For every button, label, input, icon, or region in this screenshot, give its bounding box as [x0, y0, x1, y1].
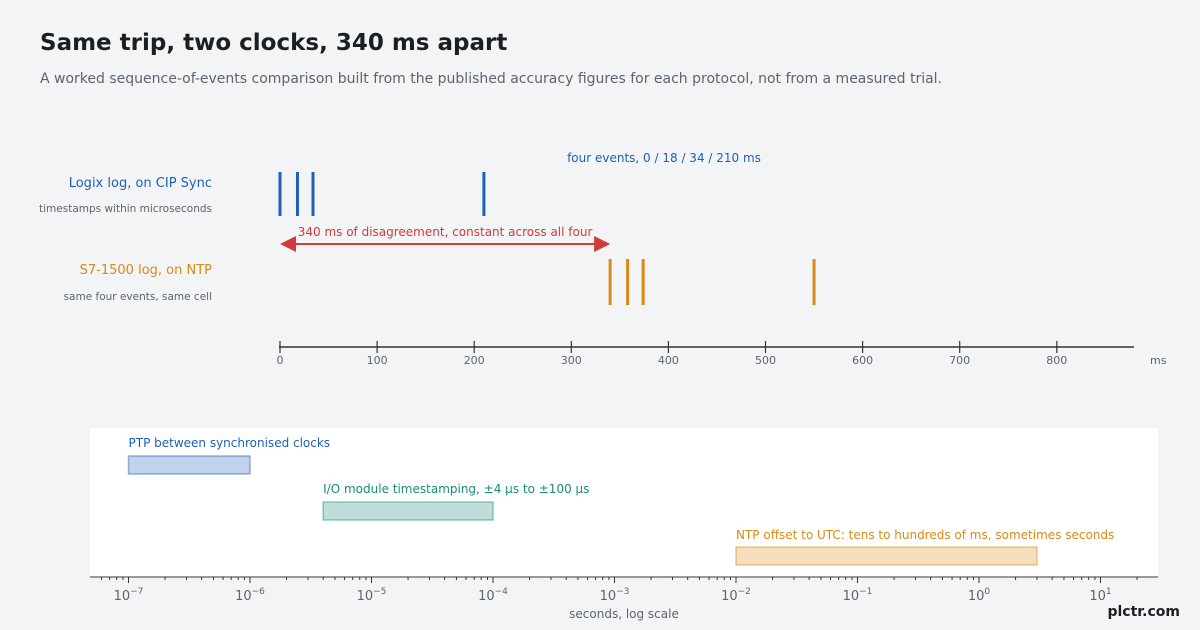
range-panel — [90, 428, 1158, 578]
series-note-logix: timestamps within microseconds — [39, 203, 212, 215]
log-tick-label: 10−7 — [114, 587, 144, 604]
timeline-ticks: 0 100 200 300 400 500 600 700 800 — [277, 341, 1067, 367]
log-tick-label: 10−2 — [721, 587, 751, 604]
timeline-tick-label: 800 — [1046, 354, 1067, 367]
timeline-tick-label: 200 — [464, 354, 485, 367]
brand-logo-text: plctr.com — [1107, 604, 1180, 620]
timeline-tick-label: 500 — [755, 354, 776, 367]
io-module-range-label: I/O module timestamping, ±4 μs to ±100 μ… — [323, 482, 589, 496]
page-title: Same trip, two clocks, 340 ms apart — [40, 30, 508, 56]
log-tick-label: 10−5 — [357, 587, 387, 604]
log-ticks: 10−7 10−6 10−5 10−4 10−3 10−2 10−1 100 101 — [101, 577, 1138, 604]
ntp-range-bar — [735, 546, 1038, 566]
log-axis-label: seconds, log scale — [569, 607, 679, 621]
timeline-tick-label: 400 — [658, 354, 679, 367]
log-tick-label: 10−3 — [600, 587, 630, 604]
offset-annotation: 340 ms of disagreement, constant across … — [298, 225, 593, 239]
series-label-logix: Logix log, on CIP Sync — [69, 176, 212, 191]
range-bars: PTP between synchronised clocks I/O modul… — [127, 436, 1114, 566]
log-tick-label: 10−6 — [235, 587, 265, 604]
timeline-tick-label: 0 — [277, 354, 284, 367]
ptp-range-bar — [127, 455, 251, 475]
series-note-s7: same four events, same cell — [64, 291, 212, 303]
page-subtitle: A worked sequence-of-events comparison b… — [40, 71, 943, 87]
ntp-range-label: NTP offset to UTC: tens to hundreds of m… — [736, 528, 1114, 542]
series-label-s7: S7-1500 log, on NTP — [80, 263, 213, 278]
event-marks — [278, 172, 816, 305]
io-module-range-bar — [322, 501, 494, 521]
timeline-tick-label: 100 — [367, 354, 388, 367]
timeline-tick-label: 300 — [561, 354, 582, 367]
log-tick-label: 10−4 — [478, 587, 508, 604]
log-tick-label: 10−1 — [843, 587, 873, 604]
events-annotation: four events, 0 / 18 / 34 / 210 ms — [567, 151, 761, 165]
log-tick-label: 100 — [968, 587, 991, 604]
timeline-unit: ms — [1150, 354, 1167, 367]
ptp-range-label: PTP between synchronised clocks — [129, 436, 331, 450]
timeline-tick-label: 600 — [852, 354, 873, 367]
log-tick-label: 101 — [1089, 587, 1111, 604]
timeline-tick-label: 700 — [949, 354, 970, 367]
